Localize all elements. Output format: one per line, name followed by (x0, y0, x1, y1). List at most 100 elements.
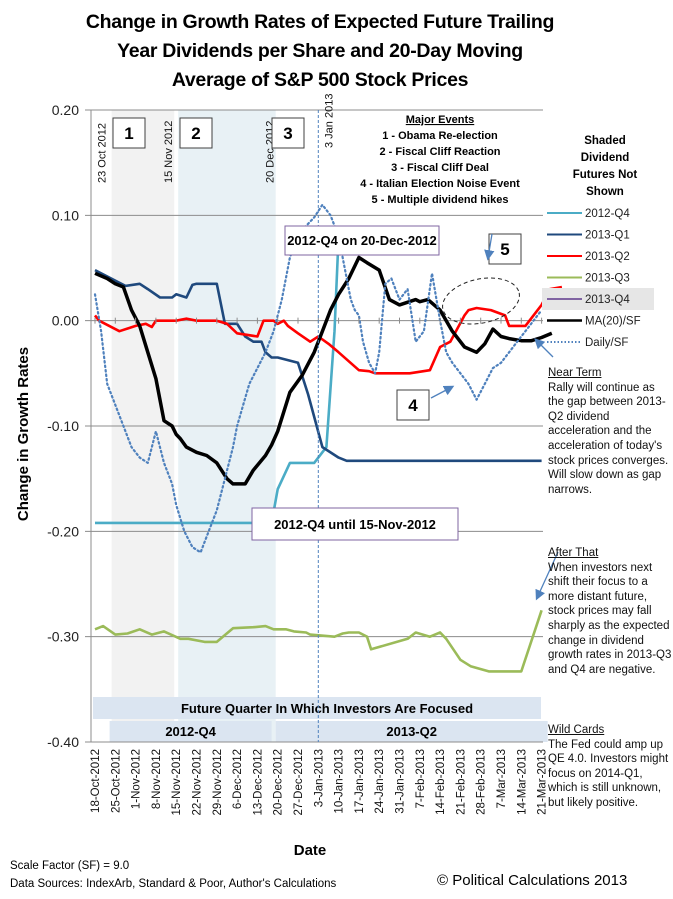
x-tick-label: 3-Jan-2013 (313, 749, 325, 807)
chart-title-line-1: Change in Growth Rates of Expected Futur… (85, 11, 555, 33)
copyright-note: © Political Calculations 2013 (437, 872, 628, 889)
x-tick-label: 25-Oct-2012 (110, 749, 122, 813)
focus-band-segment (109, 721, 272, 742)
event-box-1 (112, 117, 146, 149)
note-wild-cards: Wild Cards The Fed could amp up QE 4.0. … (548, 723, 673, 811)
callout-arrow (535, 551, 559, 601)
chart-title: Change in Growth Rates of Expected Futur… (40, 8, 600, 95)
y-tick-label: -0.40 (47, 734, 79, 750)
x-tick-label: 28-Feb-2013 (476, 749, 488, 815)
y-tick-label: 0.00 (52, 313, 79, 329)
focus-band: Future Quarter In Which Investors Are Fo… (93, 697, 548, 742)
note-near-term-heading: Near Term (548, 367, 602, 379)
major-event-item: 1 - Obama Re-election (382, 130, 498, 142)
legend-label: 2013-Q2 (585, 251, 630, 263)
legend-shade (542, 288, 654, 310)
event-box-label: 2 (191, 124, 200, 143)
x-tick-label: 17-Jan-2013 (354, 749, 366, 814)
x-tick-label: 20-Dec-2012 (273, 749, 285, 815)
annotation-q4-until: 2012-Q4 until 15-Nov-2012 (274, 517, 436, 532)
x-tick-label: 1-Nov-2012 (131, 749, 143, 809)
chart-title-line-3: Average of S&P 500 Stock Prices (171, 69, 469, 91)
major-event-item: 3 - Fiscal Cliff Deal (391, 162, 489, 174)
series-line-ma-20-sf (94, 255, 553, 486)
legend-label: 2012-Q4 (585, 208, 630, 220)
event-date-label: 15 Nov 2012 (163, 121, 175, 183)
series-line-2013-q1 (94, 268, 542, 463)
legend-label: Daily/SF (585, 337, 628, 349)
legend: 2012-Q4 2013-Q1 2013-Q2 2013-Q3 2013-Q4 MA(20… (542, 208, 654, 349)
event-date-label: 3 Jan 2013 (323, 94, 335, 148)
focus-band-heading-bg (93, 697, 541, 719)
x-tick-label: 29-Nov-2012 (212, 749, 224, 815)
note-after-that: After That When investors next shift the… (548, 546, 673, 677)
event-box-3 (271, 117, 305, 149)
y-tick-label: -0.20 (47, 523, 79, 539)
x-tick-label: 13-Dec-2012 (252, 749, 264, 815)
note-wild-cards-heading: Wild Cards (548, 724, 605, 736)
focus-band-segment-label: 2012-Q4 (165, 724, 216, 739)
x-axis-title: Date (294, 842, 327, 859)
y-tick-label: -0.10 (47, 418, 79, 434)
annotation-box-q4-on (284, 225, 440, 256)
y-axis-title: Change in Growth Rates (15, 347, 32, 521)
event-box-2 (179, 117, 213, 149)
x-tick-label: 21-Feb-2013 (455, 749, 467, 815)
y-tick-label: 0.20 (52, 102, 79, 118)
focus-band-heading: Future Quarter In Which Investors Are Fo… (181, 701, 473, 716)
major-event-item: 2 - Fiscal Cliff Reaction (379, 146, 500, 158)
event-box-label: 5 (500, 240, 509, 259)
x-tick-label: 7-Feb-2013 (415, 749, 427, 808)
legend-title-line: Shaded (584, 135, 626, 147)
event-5-highlight-ellipse (442, 277, 520, 325)
event-box-label: 4 (408, 396, 418, 415)
major-events-heading: Major Events (406, 114, 474, 126)
callout-arrow (430, 385, 455, 399)
legend-label: 2013-Q1 (585, 230, 630, 242)
x-tick-label: 14-Mar-2013 (516, 749, 528, 815)
x-tick-label: 8-Nov-2012 (151, 749, 163, 809)
x-tick-label: 15-Nov-2012 (171, 749, 183, 815)
legend-title: Shaded Dividend Futures Not Shown (555, 133, 655, 201)
legend-label: MA(20)/SF (585, 316, 641, 328)
note-after-that-text: When investors next shift their focus to… (548, 561, 672, 676)
x-tick-label: 31-Jan-2013 (395, 749, 407, 814)
event-box-label: 1 (124, 124, 133, 143)
data-sources-note: Data Sources: IndexArb, Standard & Poor,… (10, 878, 337, 890)
callout-arrow (534, 338, 554, 358)
y-tick-label: -0.30 (47, 629, 79, 645)
major-event-item: 5 - Multiple dividend hikes (372, 194, 509, 206)
annotations: 23 Oct 2012 15 Nov 2012 20 Dec 2012 3 Jan 2… (97, 94, 559, 742)
focus-band-segment-label: 2013-Q2 (386, 724, 437, 739)
series-line-2013-q3 (94, 609, 543, 673)
annotation-box-q4-until (251, 507, 459, 541)
legend-label: 2013-Q4 (585, 294, 630, 306)
note-wild-cards-text: The Fed could amp up QE 4.0. Investors m… (548, 738, 669, 809)
legend-title-line: Dividend (580, 152, 630, 164)
callout-arrow (484, 233, 495, 261)
major-event-item: 4 - Italian Election Noise Event (360, 178, 520, 190)
x-tick-label: 21-Mar-2013 (537, 749, 549, 815)
event-box-label: 3 (283, 124, 292, 143)
note-near-term-text: Rally will continue as the gap between 2… (548, 381, 669, 496)
note-near-term: Near Term Rally will continue as the gap… (548, 366, 673, 497)
series-line-daily-sf (93, 203, 543, 554)
legend-title-line: Shown (586, 186, 624, 198)
x-tick-label: 7-Mar-2013 (496, 749, 508, 808)
annotation-q4-on: 2012-Q4 on 20-Dec-2012 (287, 233, 437, 248)
chart-title-line-2: Year Dividends per Share and 20-Day Movi… (117, 40, 523, 62)
x-tick-label: 14-Feb-2013 (435, 749, 447, 815)
x-tick-label: 24-Jan-2013 (374, 749, 386, 814)
note-after-that-heading: After That (548, 547, 599, 559)
axes: 0.20 0.10 0.00 -0.10 -0.20 -0.30 -0.40 18-Oct-2… (15, 102, 549, 859)
event-box-4 (396, 389, 430, 421)
scale-factor-note: Scale Factor (SF) = 9.0 (10, 860, 130, 872)
legend-title-line: Futures Not (572, 169, 638, 181)
y-tick-label: 0.10 (52, 207, 79, 223)
event-date-label: 23 Oct 2012 (97, 123, 109, 183)
x-tick-label: 22-Nov-2012 (192, 749, 204, 815)
legend-label: 2013-Q3 (585, 273, 630, 285)
x-tick-label: 6-Dec-2012 (232, 749, 244, 809)
x-tick-label: 27-Dec-2012 (293, 749, 305, 815)
